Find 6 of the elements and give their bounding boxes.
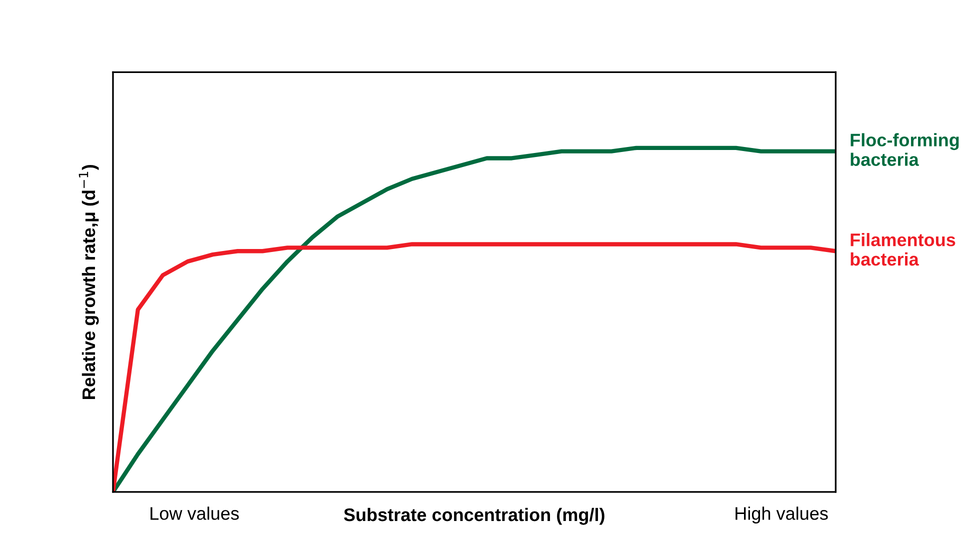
- text: High values: [736, 506, 828, 524]
- series-label: Floc-forming bacteria: [850, 133, 959, 166]
- y-axis-title: Relative growth rate,μ (d$^{−1}$): [78, 165, 99, 399]
- text: Low values: [150, 506, 239, 520]
- x-axis-title: Substrate concentration (mg/l): [344, 508, 604, 525]
- series-label: Filamentous bacteria: [850, 232, 956, 266]
